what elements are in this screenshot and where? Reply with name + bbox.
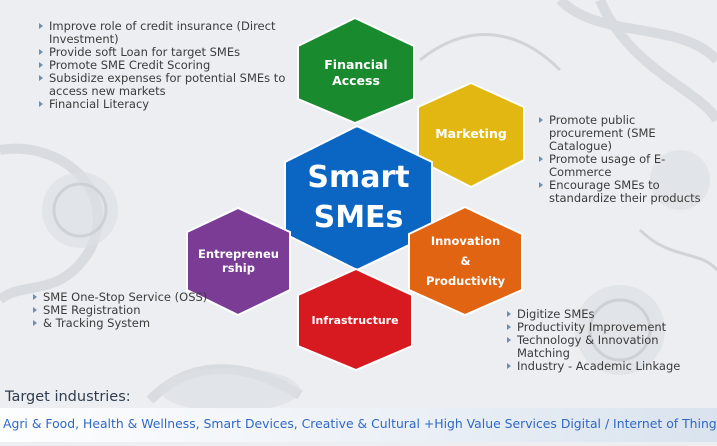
- hex-innovation-shape: [408, 205, 523, 317]
- list-item: SME One-Stop Service (OSS): [31, 291, 231, 304]
- center-line1: Smart: [307, 160, 410, 195]
- marketing-label: Marketing: [435, 125, 507, 141]
- hex-infrastructure-shape: [297, 267, 413, 372]
- hex-financial-access-shape: [297, 16, 415, 125]
- list-item: Promote usage of E-Commerce: [537, 153, 707, 179]
- list-item: Financial Literacy: [37, 98, 287, 111]
- list-item: Digitize SMEs: [505, 308, 705, 321]
- list-item: SME Registration: [31, 304, 231, 317]
- hex-marketing-label: Marketing: [418, 107, 524, 160]
- target-industries-text: Agri & Food, Health & Wellness, Smart De…: [3, 416, 717, 431]
- entrepreneurship-line2: rship: [222, 261, 255, 275]
- financial-access-bullets: Improve role of credit insurance (Direct…: [37, 20, 287, 111]
- list-item: Subsidize expenses for potential SMEs to…: [37, 72, 287, 98]
- list-item: Productivity Improvement: [505, 321, 705, 334]
- hex-entrepreneurship-shape: [186, 206, 291, 317]
- innovation-bullets: Digitize SMEs Productivity Improvement T…: [505, 308, 705, 373]
- innovation-line2: &: [460, 254, 471, 268]
- innovation-line3: Productivity: [425, 274, 506, 288]
- list-item: Provide soft Loan for target SMEs: [37, 46, 287, 59]
- hex-entrepreneurship-label: Entrepreneu rship: [187, 232, 290, 290]
- list-item: Industry - Academic Linkage: [505, 360, 705, 373]
- hex-marketing-shape: [417, 81, 525, 189]
- list-item: & Tracking System: [31, 317, 231, 330]
- list-item: Encourage SMEs to standardize their prod…: [537, 179, 707, 205]
- marketing-bullets: Promote public procurement (SME Catalogu…: [537, 114, 707, 205]
- list-item: Improve role of credit insurance (Direct…: [37, 20, 287, 46]
- hex-financial-access-label: Financial Access: [298, 46, 414, 99]
- infrastructure-label: Infrastructure: [311, 313, 399, 327]
- list-item: Promote SME Credit Scoring: [37, 59, 287, 72]
- hex-center-label: Smart SMEs: [285, 150, 432, 246]
- hex-innovation-label: Innovation & Productivity: [409, 228, 522, 294]
- center-line2: SMEs: [313, 200, 404, 235]
- list-item: Technology & Innovation Matching: [505, 334, 705, 360]
- target-industries-bar: [0, 408, 717, 442]
- target-industries-title: Target industries:: [5, 389, 131, 405]
- entrepreneurship-bullets: SME One-Stop Service (OSS) SME Registrat…: [31, 291, 231, 330]
- financial-access-line2: Access: [332, 72, 380, 88]
- entrepreneurship-line1: Entrepreneu: [198, 246, 279, 261]
- innovation-line1: Innovation: [430, 234, 501, 248]
- list-item: Promote public procurement (SME Catalogu…: [537, 114, 707, 153]
- hex-infrastructure-label: Infrastructure: [298, 295, 412, 346]
- financial-access-line1: Financial: [324, 56, 388, 72]
